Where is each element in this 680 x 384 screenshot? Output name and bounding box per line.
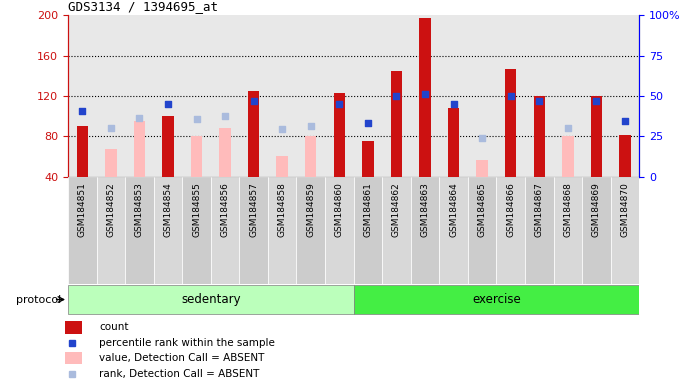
Bar [391,71,402,177]
Point [191,116,202,122]
Bar [296,177,325,284]
Bar [325,177,354,284]
Bar [439,177,468,284]
Text: GSM184857: GSM184857 [249,182,258,237]
Text: GSM184851: GSM184851 [78,182,87,237]
Bar [125,177,154,284]
Point [448,101,459,107]
Bar [239,177,268,284]
Bar [268,177,296,284]
Bar [65,321,82,334]
Bar [154,177,182,284]
Point [591,98,602,104]
Bar [68,177,97,284]
Text: GSM184856: GSM184856 [220,182,230,237]
Point [562,125,573,131]
Bar [105,149,116,177]
Bar [468,177,496,284]
Text: exercise: exercise [472,293,521,306]
Point [134,115,145,121]
Text: GSM184858: GSM184858 [277,182,287,237]
Bar [211,177,239,284]
Text: GSM184853: GSM184853 [135,182,144,237]
Bar [591,96,602,177]
Bar [68,285,354,314]
Bar [496,177,525,284]
Bar [334,93,345,177]
Bar [191,136,202,177]
Point [391,93,402,99]
Text: GSM184863: GSM184863 [420,182,430,237]
Text: GSM184860: GSM184860 [335,182,344,237]
Text: GSM184859: GSM184859 [306,182,316,237]
Point [277,126,288,132]
Text: GSM184865: GSM184865 [477,182,487,237]
Bar [505,69,516,177]
Point [420,91,430,97]
Text: GSM184855: GSM184855 [192,182,201,237]
Text: sedentary: sedentary [181,293,241,306]
Bar [448,108,459,177]
Bar [248,91,259,177]
Text: GSM184870: GSM184870 [620,182,630,237]
Text: percentile rank within the sample: percentile rank within the sample [99,338,275,348]
Bar [77,126,88,177]
Bar [382,177,411,284]
Bar [525,177,554,284]
Bar [534,96,545,177]
Bar [134,121,145,177]
Text: GSM184868: GSM184868 [563,182,573,237]
Bar [562,136,573,177]
Bar [182,177,211,284]
Point [305,123,316,129]
Point [248,98,259,104]
Text: value, Detection Call = ABSENT: value, Detection Call = ABSENT [99,353,265,363]
Bar [354,285,639,314]
Bar [619,135,630,177]
Bar [277,157,288,177]
Bar [582,177,611,284]
Text: GSM184854: GSM184854 [163,182,173,237]
Text: count: count [99,322,129,332]
Point [220,113,231,119]
Bar [354,177,382,284]
Point [619,118,630,124]
Text: GSM184867: GSM184867 [534,182,544,237]
Text: GSM184866: GSM184866 [506,182,515,237]
Point [334,101,345,107]
Point [505,93,516,99]
Text: GSM184862: GSM184862 [392,182,401,237]
Bar [411,177,439,284]
Bar [305,136,316,177]
Text: GSM184869: GSM184869 [592,182,601,237]
Text: GDS3134 / 1394695_at: GDS3134 / 1394695_at [68,0,218,13]
Point [105,125,116,131]
Point [477,135,488,141]
Point [362,120,373,126]
Point [77,108,88,114]
Text: GSM184852: GSM184852 [106,182,116,237]
Point [534,98,545,104]
Text: protocol: protocol [16,295,61,305]
Bar [477,159,488,177]
Text: rank, Detection Call = ABSENT: rank, Detection Call = ABSENT [99,369,260,379]
Bar [163,116,173,177]
Bar [554,177,582,284]
Text: GSM184864: GSM184864 [449,182,458,237]
Bar [611,177,639,284]
Text: GSM184861: GSM184861 [363,182,373,237]
Bar [362,141,373,177]
Bar [65,351,82,364]
Point [163,101,173,107]
Bar [220,128,231,177]
Bar [97,177,125,284]
Bar [420,18,430,177]
